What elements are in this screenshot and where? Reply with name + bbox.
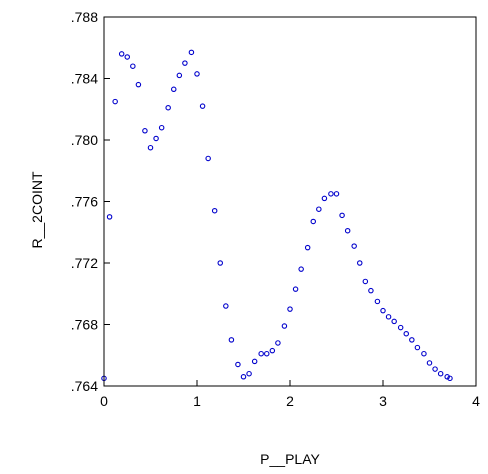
data-point xyxy=(205,155,211,162)
data-point xyxy=(310,218,316,225)
data-point xyxy=(362,278,369,285)
y-tick-label: .768 xyxy=(71,317,98,333)
y-tick-label: .780 xyxy=(71,132,98,148)
data-point xyxy=(385,314,392,320)
data-point xyxy=(228,337,235,343)
x-tick-label: 3 xyxy=(379,393,387,409)
data-point xyxy=(182,60,188,66)
data-point xyxy=(298,266,304,272)
data-point xyxy=(118,51,125,57)
data-point xyxy=(246,370,252,377)
data-point xyxy=(444,374,450,380)
data-point xyxy=(351,243,357,249)
data-point xyxy=(130,63,136,69)
data-point xyxy=(142,128,148,134)
data-point xyxy=(281,323,288,329)
data-point xyxy=(165,104,171,111)
data-point xyxy=(356,260,363,266)
x-tick-label: 0 xyxy=(100,393,108,409)
x-tick-label: 2 xyxy=(286,393,294,409)
data-point xyxy=(328,191,334,197)
x-tick-label: 1 xyxy=(193,393,201,409)
data-points xyxy=(101,49,453,382)
data-point xyxy=(426,360,433,366)
data-point xyxy=(432,366,438,372)
data-point xyxy=(211,207,218,214)
data-point xyxy=(339,212,345,219)
x-axis-title: P__PLAY xyxy=(260,451,320,467)
data-point xyxy=(188,49,195,56)
data-point xyxy=(403,330,409,337)
data-point xyxy=(344,227,351,234)
data-point xyxy=(263,350,270,357)
data-point xyxy=(321,195,328,202)
data-point xyxy=(397,324,404,331)
data-point xyxy=(153,135,159,142)
data-point xyxy=(158,124,165,131)
y-tick-label: .764 xyxy=(71,378,98,394)
data-point xyxy=(217,260,224,266)
data-point xyxy=(447,375,453,382)
data-point xyxy=(194,71,200,77)
data-point xyxy=(106,214,113,220)
data-point xyxy=(380,307,386,314)
data-point xyxy=(437,370,444,377)
data-point xyxy=(421,350,427,357)
y-axis-title: R__2COINT xyxy=(29,171,45,248)
data-point xyxy=(391,318,397,325)
data-point xyxy=(240,374,247,380)
data-point xyxy=(223,303,229,309)
y-axis-ticks: .764 .768 .772 .776 .780 .784 .788 xyxy=(71,9,110,394)
x-tick-label: 4 xyxy=(472,393,480,409)
data-point xyxy=(368,287,374,294)
data-point xyxy=(251,358,258,365)
data-point xyxy=(409,337,415,343)
data-point xyxy=(414,344,421,351)
data-point xyxy=(275,340,281,346)
y-tick-label: .788 xyxy=(71,9,98,25)
data-point xyxy=(292,286,299,292)
data-point xyxy=(171,86,177,93)
data-point xyxy=(135,81,142,88)
data-point xyxy=(199,103,206,109)
data-point xyxy=(258,350,264,357)
y-tick-label: .776 xyxy=(71,194,98,210)
data-point xyxy=(333,191,340,197)
data-point xyxy=(269,347,276,354)
data-point xyxy=(374,298,381,305)
data-point xyxy=(124,54,131,60)
data-point xyxy=(235,361,241,368)
data-point xyxy=(287,306,293,312)
data-point xyxy=(304,244,311,251)
x-axis-ticks: 0 1 2 3 4 xyxy=(100,380,480,409)
data-point xyxy=(176,72,183,79)
y-tick-label: .772 xyxy=(71,255,98,271)
data-point xyxy=(147,144,154,151)
data-point xyxy=(112,98,118,105)
y-tick-label: .784 xyxy=(71,71,98,87)
data-point xyxy=(316,206,322,212)
